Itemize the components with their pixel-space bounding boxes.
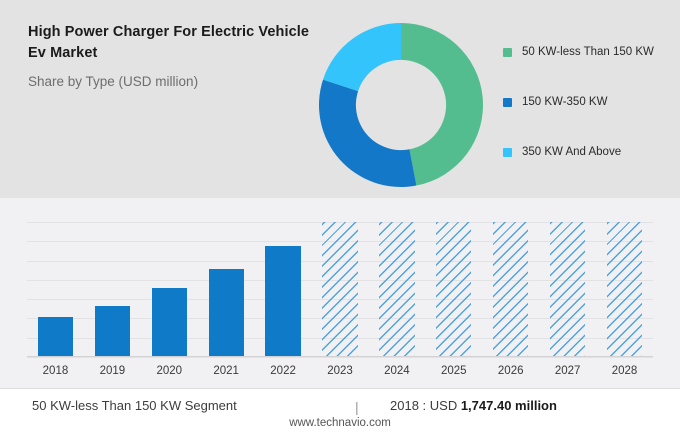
donut-chart-svg bbox=[319, 23, 484, 187]
bar-slot-2019 bbox=[84, 222, 141, 357]
bar[interactable] bbox=[94, 305, 130, 357]
footer-value-prefix: 2018 : USD bbox=[390, 398, 461, 413]
x-axis-label: 2018 bbox=[42, 365, 69, 377]
bar[interactable] bbox=[208, 269, 244, 357]
bar-slot-2026 bbox=[482, 222, 539, 357]
header-panel: High Power Charger For Electric Vehicle … bbox=[0, 0, 680, 198]
forecast-bar[interactable] bbox=[493, 222, 529, 357]
bar-slot-2028 bbox=[596, 222, 653, 357]
bar-slot-2021 bbox=[198, 222, 255, 357]
bar[interactable] bbox=[151, 288, 187, 357]
square-swatch-icon bbox=[503, 48, 512, 57]
x-axis-label: 2025 bbox=[441, 365, 467, 377]
bar-chart-plot bbox=[27, 222, 653, 358]
bar-chart-panel: 2018 2019 2020 2021 2022 2023 2024 2025 2026 2027… bbox=[0, 198, 680, 388]
footer-value: 2018 : USD 1,747.40 million bbox=[390, 393, 557, 419]
footer-value-amount: 1,747.40 million bbox=[460, 398, 557, 413]
gridline bbox=[27, 357, 653, 358]
legend-item-350kw[interactable]: 350 KW And Above bbox=[503, 146, 675, 196]
page-subtitle: Share by Type (USD million) bbox=[28, 74, 199, 89]
x-axis-line bbox=[27, 356, 653, 357]
forecast-bar[interactable] bbox=[322, 222, 358, 357]
page-title: High Power Charger For Electric Vehicle … bbox=[28, 24, 310, 61]
legend-label: 150 KW-350 KW bbox=[522, 96, 608, 108]
bar-series bbox=[27, 222, 653, 357]
bar-slot-2025 bbox=[425, 222, 482, 357]
bar-slot-2022 bbox=[255, 222, 312, 357]
x-axis-label: 2028 bbox=[611, 365, 638, 377]
bar-slot-2023 bbox=[312, 222, 369, 357]
bar-slot-2020 bbox=[141, 222, 198, 357]
donut-slice[interactable] bbox=[323, 23, 401, 92]
legend-label: 50 KW-less Than 150 KW bbox=[522, 46, 654, 58]
x-axis-label: 2023 bbox=[327, 365, 353, 377]
donut-slice[interactable] bbox=[319, 79, 417, 187]
donut-chart bbox=[316, 20, 486, 190]
x-axis-label: 2027 bbox=[554, 365, 581, 377]
x-axis-label: 2020 bbox=[156, 365, 183, 377]
forecast-bar[interactable] bbox=[379, 222, 415, 357]
footer-row: 50 KW-less Than 150 KW Segment | 2018 : … bbox=[0, 393, 680, 419]
square-swatch-icon bbox=[503, 98, 512, 107]
footer-divider: | bbox=[355, 399, 359, 415]
bar-slot-2027 bbox=[539, 222, 596, 357]
donut-legend: 50 KW-less Than 150 KW 150 KW-350 KW 350… bbox=[503, 46, 675, 196]
x-axis-label: 2019 bbox=[99, 365, 126, 377]
x-axis-label: 2022 bbox=[270, 365, 296, 377]
donut-slice[interactable] bbox=[401, 23, 484, 186]
forecast-bar[interactable] bbox=[606, 222, 643, 357]
footer-panel: 50 KW-less Than 150 KW Segment | 2018 : … bbox=[0, 388, 680, 441]
legend-item-150kw[interactable]: 150 KW-350 KW bbox=[503, 96, 675, 146]
legend-item-50kw[interactable]: 50 KW-less Than 150 KW bbox=[503, 46, 675, 96]
forecast-bar[interactable] bbox=[436, 222, 472, 357]
bar[interactable] bbox=[265, 246, 301, 357]
forecast-bar[interactable] bbox=[549, 222, 586, 357]
square-swatch-icon bbox=[503, 148, 512, 157]
bar[interactable] bbox=[37, 316, 74, 357]
bar-slot-2018 bbox=[27, 222, 84, 357]
x-axis-label: 2021 bbox=[213, 365, 239, 377]
title-block: High Power Charger For Electric Vehicle … bbox=[28, 22, 328, 92]
x-axis-labels: 2018 2019 2020 2021 2022 2023 2024 2025 2026 2027… bbox=[27, 361, 653, 381]
source-url[interactable]: www.technavio.com bbox=[289, 417, 391, 429]
bar-slot-2024 bbox=[368, 222, 425, 357]
x-axis-label: 2024 bbox=[384, 365, 410, 377]
x-axis-label: 2026 bbox=[497, 365, 524, 377]
footer-segment-label: 50 KW-less Than 150 KW Segment bbox=[32, 398, 237, 413]
legend-label: 350 KW And Above bbox=[522, 146, 622, 158]
